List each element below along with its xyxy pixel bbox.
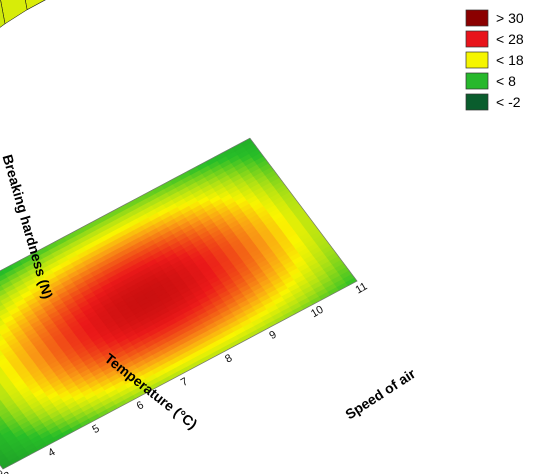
legend-label: < 28 <box>496 31 524 47</box>
contour-map <box>0 137 358 470</box>
legend-label: < -2 <box>496 94 521 110</box>
wall-grid-line <box>0 0 75 145</box>
legend-swatch <box>465 9 489 27</box>
surface-cell <box>0 0 6 28</box>
floor-outline <box>0 137 358 470</box>
x-tick-label: 11 <box>354 280 370 296</box>
surface-cell <box>0 0 28 25</box>
wall-grid-line <box>0 0 75 179</box>
legend: > 30 < 28 < 18 < 8 < -2 <box>465 9 524 111</box>
legend-label: > 30 <box>496 10 524 26</box>
x-tick-label: 9 <box>267 329 278 342</box>
legend-swatch <box>465 51 489 69</box>
x-tick-label: 8 <box>223 352 234 365</box>
tick-labels: -10010203040345678910112830323436384042 <box>0 280 370 474</box>
observed-points <box>0 0 147 141</box>
x-tick-label: 3 <box>2 470 13 474</box>
x-tick-label: 5 <box>90 423 101 436</box>
legend-swatch <box>465 30 489 48</box>
y-tick-label: 28 <box>0 464 5 474</box>
legend-swatch <box>465 72 489 90</box>
wall-grid-line <box>0 0 75 247</box>
legend-label: < 18 <box>496 52 524 68</box>
x-tick-label: 10 <box>309 304 326 321</box>
x-axis-title: Speed of air <box>342 365 418 422</box>
x-tick-label: 4 <box>46 446 57 459</box>
back-wall-right <box>0 0 47 25</box>
legend-swatch <box>465 93 489 111</box>
x-tick-label: 7 <box>179 376 190 389</box>
surface-cell <box>24 0 46 10</box>
legend-label: < 8 <box>496 73 516 89</box>
response-surface <box>0 0 46 28</box>
x-tick-label: 6 <box>135 399 146 412</box>
